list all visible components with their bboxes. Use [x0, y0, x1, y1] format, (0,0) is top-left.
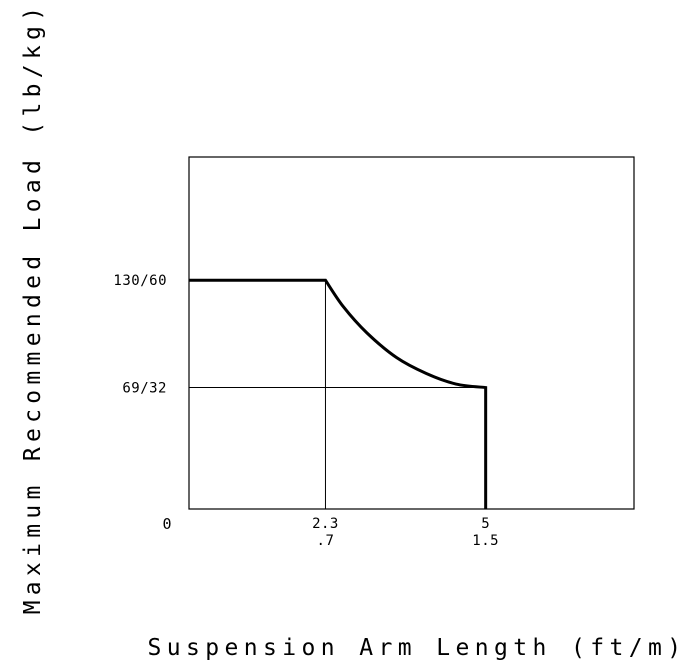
x-axis-label: Suspension Arm Length (ft/m)	[148, 635, 684, 661]
x-tick-label-ft: 2.3	[312, 516, 339, 532]
guide-lines	[189, 280, 486, 509]
plot-frame	[188, 156, 635, 510]
load-curve-line	[189, 278, 488, 509]
x-tick-label-m: .7	[317, 533, 335, 549]
x-tick-label-m: 1.5	[472, 533, 499, 549]
series-layer	[189, 278, 488, 509]
y-tick-label: 69/32	[122, 381, 167, 397]
y-tick-label: 130/60	[113, 273, 167, 289]
origin-label: 0	[162, 515, 171, 533]
x-tick-labels: 2.3.7 51.5	[312, 516, 499, 549]
y-axis-label: Maximum Recommended Load (lb/kg)	[20, 2, 46, 615]
x-tick-label-ft: 5	[481, 516, 490, 532]
y-tick-labels: 130/60 69/32	[113, 273, 167, 397]
